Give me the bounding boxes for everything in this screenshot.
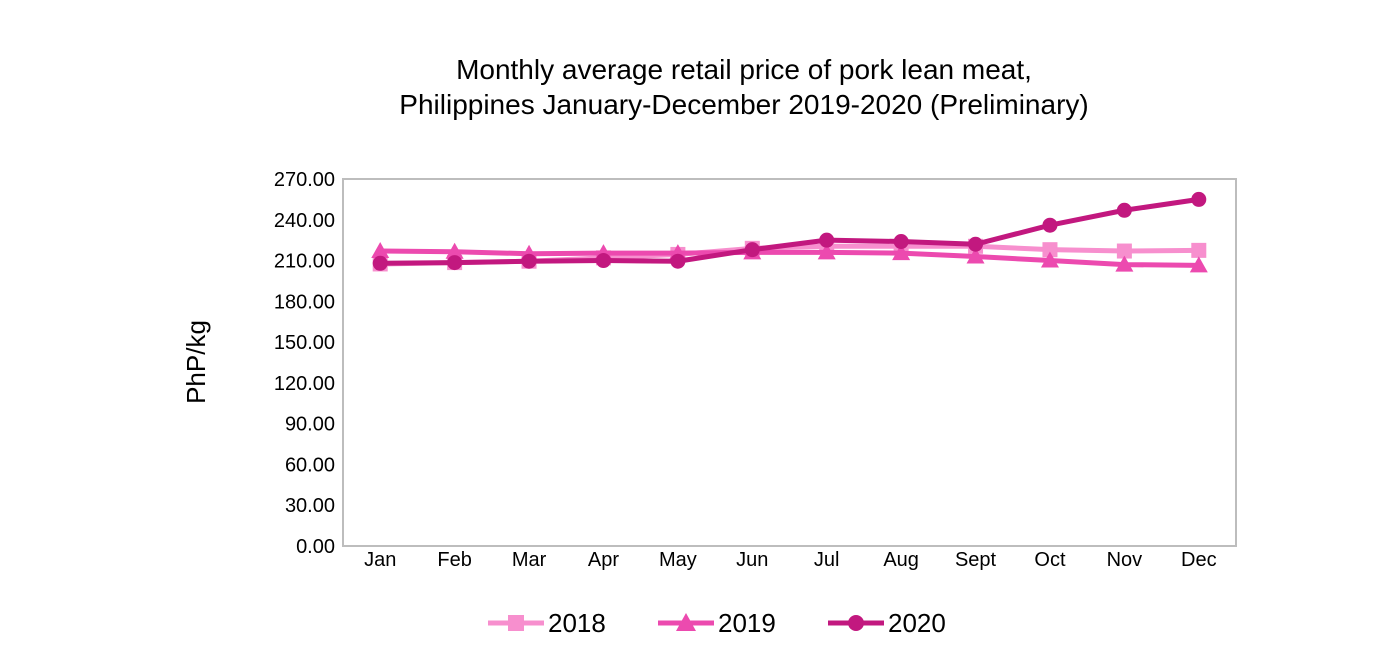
y-tick-label: 90.00	[285, 414, 335, 436]
x-tick-label: Apr	[588, 549, 619, 571]
series-line-2020	[380, 196, 1200, 266]
data-point-2020	[595, 253, 611, 269]
data-point-2020	[744, 242, 760, 258]
legend-label: 2020	[888, 607, 946, 638]
legend-marker-square-icon	[488, 615, 544, 631]
data-point-2019	[966, 247, 985, 264]
data-point-2019	[445, 242, 464, 259]
series-line-2019	[380, 248, 1199, 268]
line-chart: 0.00 30.00 60.00 90.00 120.00 150.00 180.00 210…	[181, 169, 1237, 571]
plot-area	[342, 178, 1237, 547]
x-tick-label: Nov	[1107, 549, 1143, 571]
y-tick-label: 240.00	[274, 210, 335, 232]
data-point-2020	[1116, 202, 1132, 218]
data-point-2019	[371, 242, 390, 259]
y-tick-label: 120.00	[274, 373, 335, 395]
data-point-2019	[892, 244, 911, 261]
data-point-2020	[372, 255, 388, 271]
chart-title: Monthly average retail price of pork lea…	[0, 52, 1380, 122]
y-tick-label: 150.00	[274, 332, 335, 354]
chart-title-line-1: Monthly average retail price of pork lea…	[456, 54, 1032, 85]
x-tick-label: Oct	[1034, 549, 1066, 571]
legend-item-2020: 2020	[826, 603, 946, 643]
y-tick-label: 270.00	[274, 169, 335, 191]
x-tick-label: Sept	[955, 549, 997, 571]
legend-item-2018: 2018	[486, 603, 606, 643]
x-tick-label: Aug	[883, 549, 919, 571]
y-tick-label: 210.00	[274, 251, 335, 273]
data-point-2019	[817, 243, 836, 260]
data-point-2020	[521, 253, 537, 269]
y-tick-label: 180.00	[274, 291, 335, 313]
data-point-2020	[1191, 191, 1207, 207]
y-tick-label: 60.00	[285, 454, 335, 476]
x-tick-label: May	[659, 549, 697, 571]
legend-label: 2018	[548, 607, 606, 638]
legend-marker-circle-icon	[828, 615, 884, 631]
x-tick-label: Jan	[364, 549, 396, 571]
x-tick-label: Dec	[1181, 549, 1217, 571]
x-tick-label: Jul	[814, 549, 840, 571]
y-tick-label: 30.00	[285, 495, 335, 517]
x-tick-label: Feb	[437, 549, 471, 571]
data-point-2020	[1042, 217, 1058, 233]
x-tick-label: Jun	[736, 549, 768, 571]
legend-marker-triangle-icon	[658, 613, 714, 631]
legend: 2018 2019 2020	[0, 603, 1380, 643]
data-point-2020	[670, 253, 686, 269]
data-point-2018	[1116, 243, 1132, 259]
data-point-2019	[1115, 255, 1134, 272]
legend-item-2019: 2019	[656, 603, 776, 643]
data-point-2020	[968, 236, 984, 252]
chart-title-line-2: Philippines January-December 2019-2020 (…	[399, 89, 1089, 120]
y-axis-label: PhP/kg	[181, 320, 211, 404]
data-point-2019	[1040, 251, 1059, 268]
x-tick-label: Mar	[512, 549, 547, 571]
data-point-2020	[447, 255, 463, 271]
data-point-2018	[1042, 242, 1058, 258]
legend-label: 2019	[718, 607, 776, 638]
y-tick-label: 0.00	[296, 536, 335, 558]
data-point-2018	[1191, 242, 1207, 258]
data-point-2019	[1189, 256, 1208, 273]
data-point-2020	[893, 234, 909, 250]
data-point-2020	[819, 232, 835, 248]
